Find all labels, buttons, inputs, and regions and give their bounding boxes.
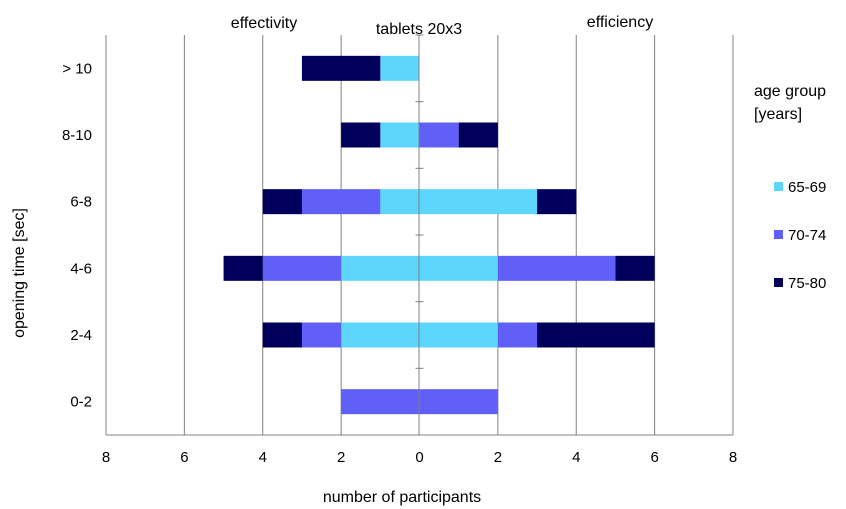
category-label-1: 8-10 — [62, 127, 92, 144]
x-tick-label-8: 8 — [729, 449, 737, 466]
bar-effectivity-65-69-1 — [380, 122, 420, 148]
legend: age group [years] 65-69 70-74 75-80 — [754, 83, 826, 292]
bars — [223, 55, 655, 415]
legend-label-70-74: 70-74 — [788, 227, 826, 244]
bar-effectivity-75-80-1 — [341, 122, 381, 148]
x-tick-label-2: 4 — [259, 449, 267, 466]
bar-efficiency-65-69-2 — [419, 189, 538, 215]
bar-efficiency-70-74-3 — [497, 255, 616, 281]
legend-swatch-70-74 — [774, 230, 783, 239]
x-tick-label-3: 2 — [337, 449, 345, 466]
bar-effectivity-65-69-3 — [341, 255, 420, 281]
bar-effectivity-70-74-3 — [262, 255, 342, 281]
x-tick-label-5: 2 — [494, 449, 502, 466]
legend-swatch-65-69 — [774, 182, 783, 191]
category-label-3: 4-6 — [70, 260, 92, 277]
x-tick-label-4: 0 — [415, 449, 423, 466]
x-tick-label-0: 8 — [102, 449, 110, 466]
chart-title: tablets 20x3 — [376, 21, 462, 38]
category-label-2: 6-8 — [70, 194, 92, 211]
x-tick-labels: 8 6 4 2 0 2 4 6 8 — [102, 449, 737, 466]
left-side-label: effectivity — [231, 15, 297, 32]
bar-effectivity-70-74-4 — [301, 322, 342, 348]
bar-efficiency-65-69-3 — [419, 255, 498, 281]
bar-efficiency-70-74-1 — [419, 122, 459, 148]
bar-effectivity-75-80-3 — [223, 255, 263, 281]
category-label-0: > 10 — [62, 60, 92, 77]
bar-effectivity-70-74-5 — [341, 389, 420, 415]
x-tick-label-7: 6 — [650, 449, 658, 466]
bar-effectivity-65-69-2 — [380, 189, 420, 215]
bar-effectivity-75-80-4 — [262, 322, 302, 348]
x-tick-label-1: 6 — [180, 449, 188, 466]
category-label-4: 2-4 — [70, 327, 92, 344]
bar-effectivity-75-80-2 — [262, 189, 302, 215]
bar-efficiency-75-80-4 — [537, 322, 655, 348]
legend-label-75-80: 75-80 — [788, 275, 826, 292]
axes — [106, 34, 733, 436]
x-axis-label: number of participants — [323, 489, 481, 506]
legend-title-line-2: [years] — [754, 106, 802, 123]
bar-efficiency-65-69-4 — [419, 322, 498, 348]
bar-effectivity-75-80-0 — [301, 55, 381, 81]
bar-efficiency-75-80-1 — [458, 122, 498, 148]
bar-efficiency-75-80-3 — [615, 255, 655, 281]
grid-lines — [105, 35, 734, 435]
y-axis-label: opening time [sec] — [11, 208, 28, 338]
bar-efficiency-70-74-5 — [419, 389, 498, 415]
category-labels: > 10 8-10 6-8 4-6 2-4 0-2 — [62, 60, 92, 410]
bar-effectivity-70-74-2 — [301, 189, 381, 215]
legend-swatch-75-80 — [774, 278, 783, 287]
bar-efficiency-70-74-4 — [497, 322, 538, 348]
category-label-5: 0-2 — [70, 394, 92, 411]
legend-title-line-1: age group — [754, 83, 826, 100]
bar-effectivity-65-69-0 — [380, 55, 420, 81]
x-tick-label-6: 4 — [572, 449, 580, 466]
right-side-label: efficiency — [587, 14, 653, 31]
legend-label-65-69: 65-69 — [788, 179, 826, 196]
bar-effectivity-65-69-4 — [341, 322, 420, 348]
bar-efficiency-75-80-2 — [537, 189, 577, 215]
